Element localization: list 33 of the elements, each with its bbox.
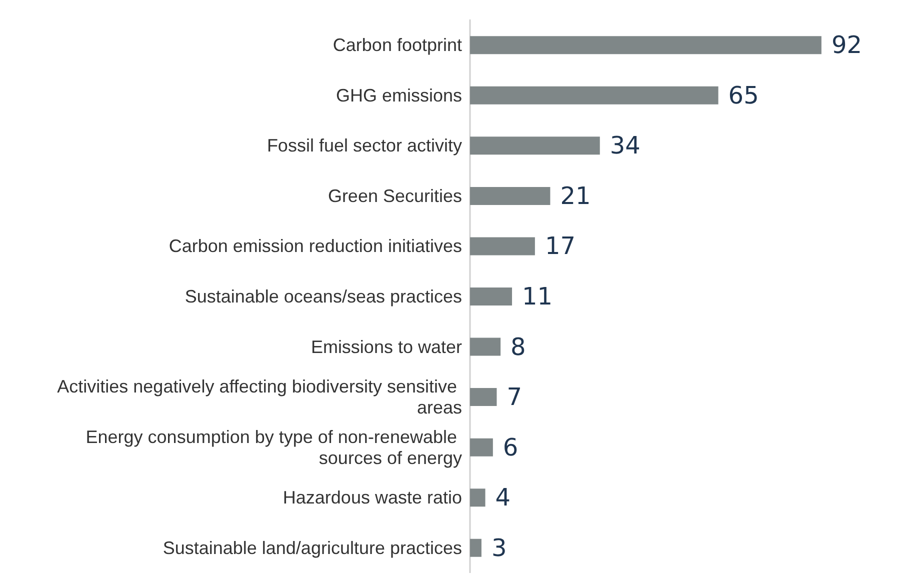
bar: [470, 338, 501, 356]
data-label: 21: [560, 182, 591, 210]
data-label: 7: [506, 383, 522, 412]
data-label: 11: [522, 282, 553, 310]
data-label: 6: [502, 433, 518, 462]
data-label: 92: [831, 31, 862, 60]
data-label: 65: [728, 81, 759, 110]
bar: [470, 86, 718, 104]
bar: [470, 288, 512, 306]
data-label: 3: [491, 534, 507, 562]
data-label: 8: [510, 332, 526, 361]
bar: [470, 438, 493, 456]
y-tick-label: Sustainable land/agriculture practices: [162, 538, 462, 558]
bar: [470, 136, 600, 155]
bar: [470, 36, 822, 54]
y-tick-label: Carbon footprint: [332, 35, 462, 56]
bar: [470, 538, 482, 557]
y-tick-label: Sustainable oceans/seas practices: [184, 286, 462, 306]
bar: [470, 488, 486, 507]
data-label: 34: [610, 132, 640, 160]
y-tick-label: GHG emissions: [336, 85, 462, 106]
bar: [470, 186, 550, 205]
data-label: 4: [495, 484, 511, 512]
data-label: 17: [544, 232, 576, 260]
bar: [470, 388, 497, 406]
y-tick-label: Emissions to water: [310, 336, 462, 357]
y-tick-label: Activities negatively affecting biodiversity sensitive areas: [57, 376, 462, 418]
y-tick-label: Hazardous waste ratio: [282, 488, 462, 508]
y-tick-label: Fossil fuel sector activity: [266, 136, 462, 156]
y-tick-label: Green Securities: [328, 186, 462, 206]
y-tick-label: Energy consumption by type of non-renewable sources of energy: [86, 426, 462, 468]
bar: [470, 237, 535, 256]
y-tick-label: Carbon emission reduction initiatives: [168, 236, 462, 256]
